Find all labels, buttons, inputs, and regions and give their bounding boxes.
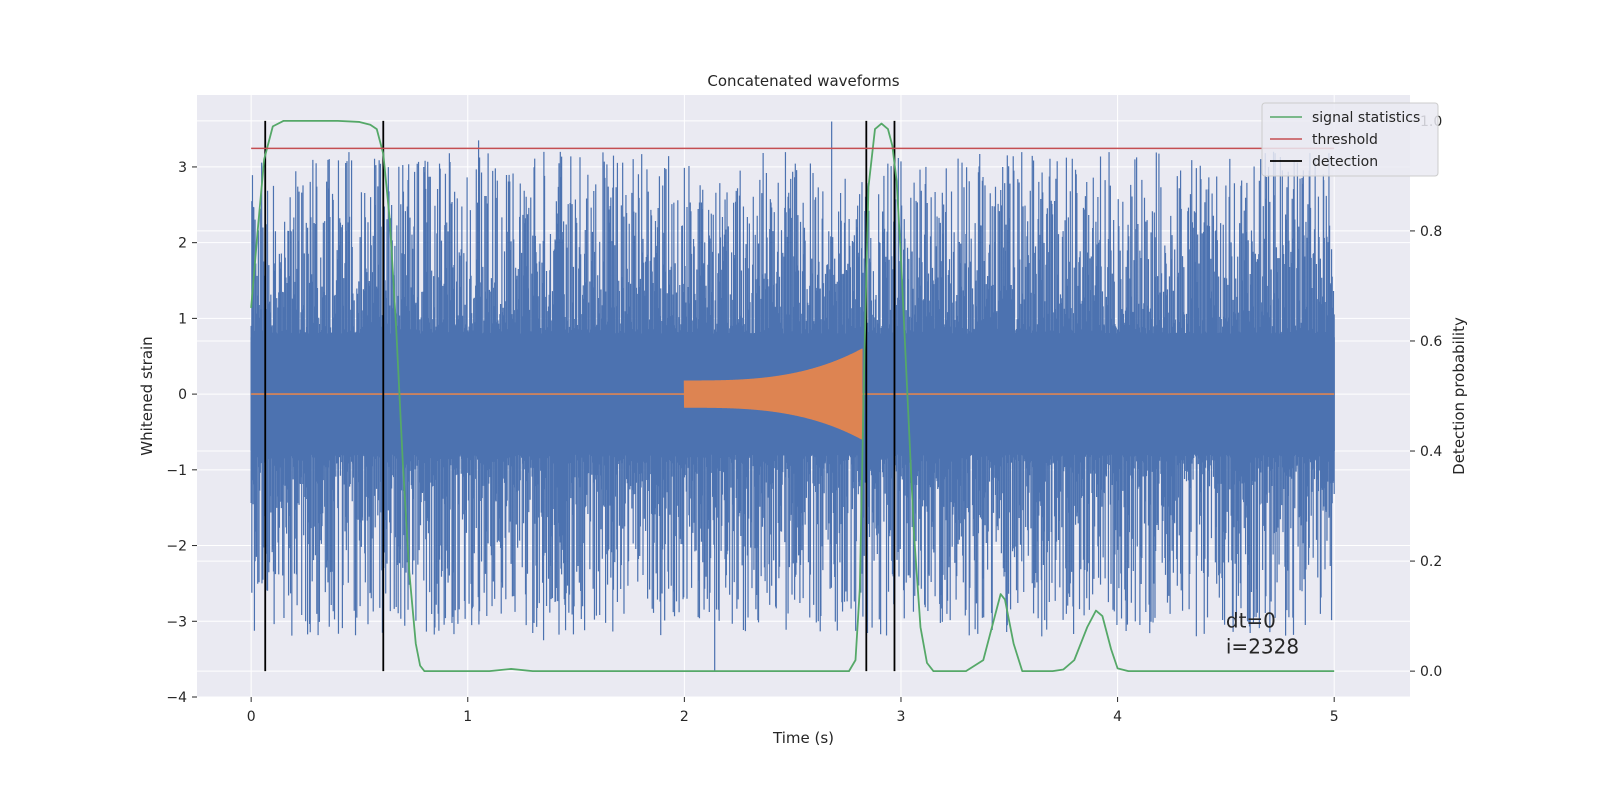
- right-axis-ticks: 0.00.20.40.60.81.0: [1410, 114, 1442, 680]
- y2-tick-label: 0.2: [1420, 554, 1442, 570]
- y-tick-label: −3: [166, 614, 187, 630]
- y-tick-label: −2: [166, 539, 187, 555]
- x-tick-label: 2: [680, 709, 689, 725]
- x-axis-ticks: 0 1 2 3 4 5: [247, 697, 1339, 725]
- x-tick-label: 1: [463, 709, 472, 725]
- left-axis-ticks: −4 −3 −2 −1 0 1 2 3: [166, 160, 197, 706]
- x-axis-label: Time (s): [772, 729, 834, 747]
- y2-axis-label: Detection probability: [1450, 317, 1468, 475]
- x-tick-label: 4: [1113, 709, 1122, 725]
- y2-tick-label: 0.6: [1420, 334, 1442, 350]
- signal-statistics-line: [250, 119, 1335, 673]
- annotation-dt: dt=0: [1226, 608, 1276, 632]
- annotation-index: i=2328: [1226, 634, 1299, 658]
- x-tick-label: 3: [897, 709, 906, 725]
- y-tick-label: 2: [178, 236, 187, 252]
- y-tick-label: −1: [166, 463, 187, 479]
- y2-tick-label: 0.4: [1420, 444, 1442, 460]
- y-axis-label: Whitened strain: [138, 336, 156, 455]
- x-tick-label: 0: [247, 709, 256, 725]
- x-tick-label: 5: [1330, 709, 1339, 725]
- signal-statistics-series: [250, 119, 1335, 673]
- y-tick-label: 1: [178, 311, 187, 327]
- detection-lines: [264, 120, 896, 672]
- y-tick-label: −4: [166, 690, 187, 706]
- legend: signal statistics threshold detection: [1261, 102, 1439, 177]
- waveform-chirp: [683, 348, 863, 440]
- legend-label-threshold: threshold: [1312, 132, 1378, 148]
- chart-title: Concatenated waveforms: [707, 72, 899, 90]
- legend-label-detection: detection: [1312, 154, 1378, 170]
- y-tick-label: 3: [178, 160, 187, 176]
- y2-tick-label: 0.8: [1420, 224, 1442, 240]
- legend-label-signal-statistics: signal statistics: [1312, 110, 1420, 126]
- y2-tick-label: 0.0: [1420, 664, 1442, 680]
- waveform-series: [251, 348, 1335, 440]
- legend-box: [1261, 102, 1439, 177]
- y-tick-label: 0: [178, 387, 187, 403]
